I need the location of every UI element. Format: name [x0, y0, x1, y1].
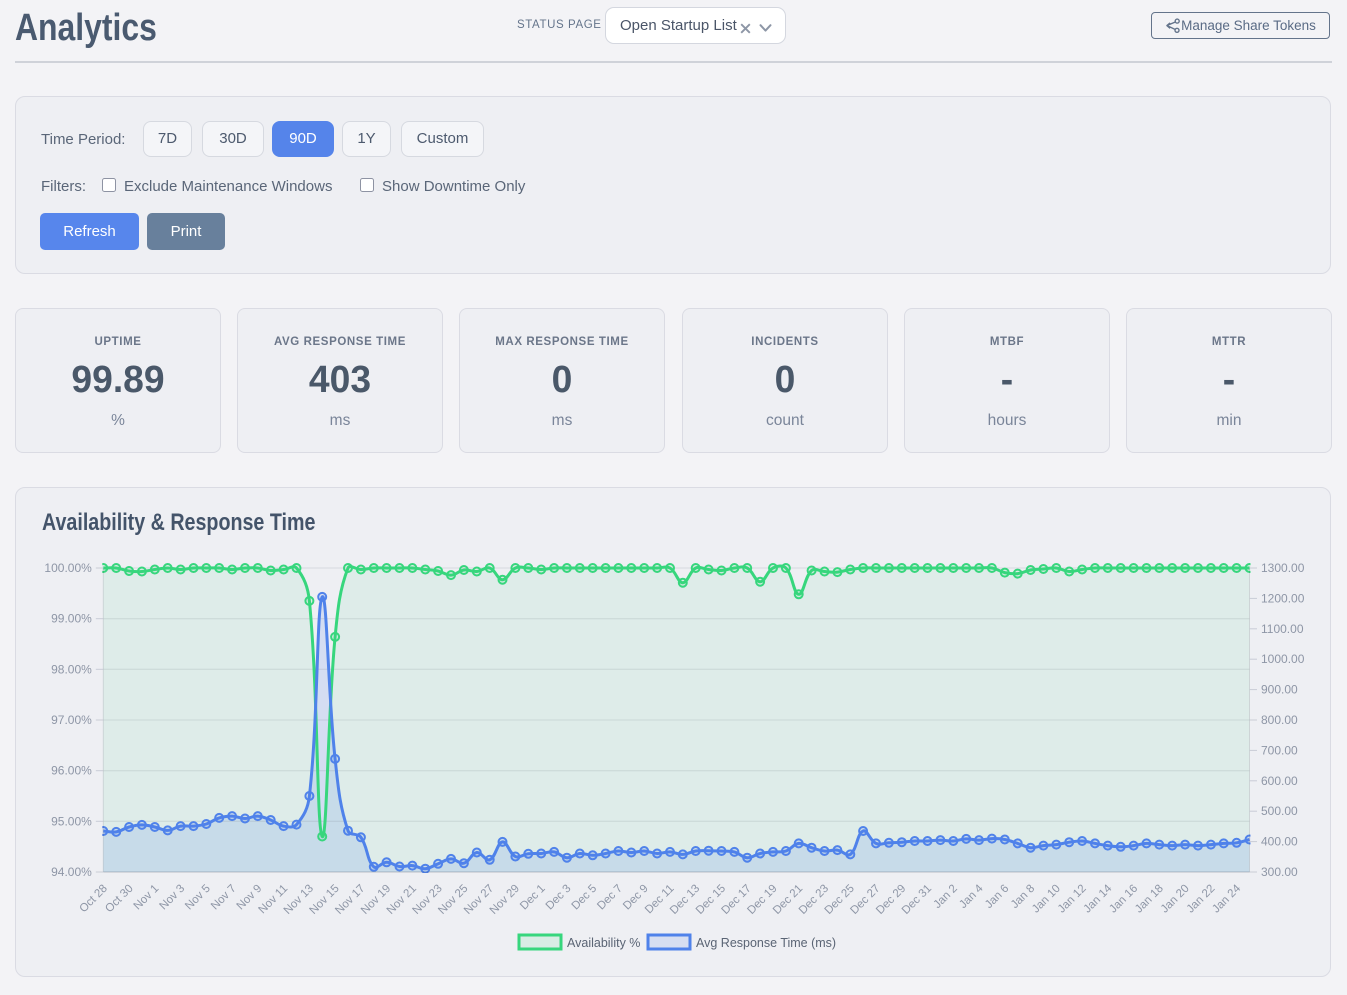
- svg-text:94.00%: 94.00%: [51, 865, 92, 879]
- svg-text:Availability %: Availability %: [567, 936, 640, 950]
- svg-text:Dec 5: Dec 5: [570, 883, 600, 913]
- svg-text:Jan 6: Jan 6: [983, 883, 1011, 911]
- svg-text:1200.00: 1200.00: [1261, 591, 1305, 605]
- svg-text:Jan 2: Jan 2: [932, 883, 960, 911]
- svg-text:98.00%: 98.00%: [51, 662, 92, 676]
- svg-text:Nov 7: Nov 7: [209, 883, 239, 913]
- svg-text:600.00: 600.00: [1261, 774, 1298, 788]
- svg-text:700.00: 700.00: [1261, 743, 1298, 757]
- svg-text:Oct 28: Oct 28: [77, 883, 109, 915]
- svg-text:800.00: 800.00: [1261, 713, 1298, 727]
- svg-text:Avg Response Time (ms): Avg Response Time (ms): [696, 936, 836, 950]
- svg-text:Dec 3: Dec 3: [544, 883, 574, 913]
- svg-text:Dec 7: Dec 7: [595, 883, 625, 913]
- svg-text:Nov 3: Nov 3: [157, 883, 187, 913]
- svg-text:1300.00: 1300.00: [1261, 561, 1305, 575]
- svg-text:1000.00: 1000.00: [1261, 652, 1305, 666]
- svg-text:300.00: 300.00: [1261, 865, 1298, 879]
- svg-text:96.00%: 96.00%: [51, 764, 92, 778]
- svg-text:Nov 5: Nov 5: [183, 883, 213, 913]
- svg-text:Jan 4: Jan 4: [957, 882, 986, 911]
- svg-text:Dec 1: Dec 1: [518, 883, 548, 913]
- svg-text:400.00: 400.00: [1261, 835, 1298, 849]
- svg-text:99.00%: 99.00%: [51, 612, 92, 626]
- svg-text:95.00%: 95.00%: [51, 814, 92, 828]
- svg-text:100.00%: 100.00%: [44, 561, 92, 575]
- svg-text:1100.00: 1100.00: [1261, 622, 1304, 636]
- svg-text:97.00%: 97.00%: [51, 713, 92, 727]
- svg-text:Jan 24: Jan 24: [1210, 882, 1243, 915]
- svg-text:Nov 1: Nov 1: [132, 883, 162, 913]
- svg-text:500.00: 500.00: [1261, 804, 1298, 818]
- svg-text:Oct 30: Oct 30: [103, 883, 135, 915]
- svg-text:900.00: 900.00: [1261, 683, 1298, 697]
